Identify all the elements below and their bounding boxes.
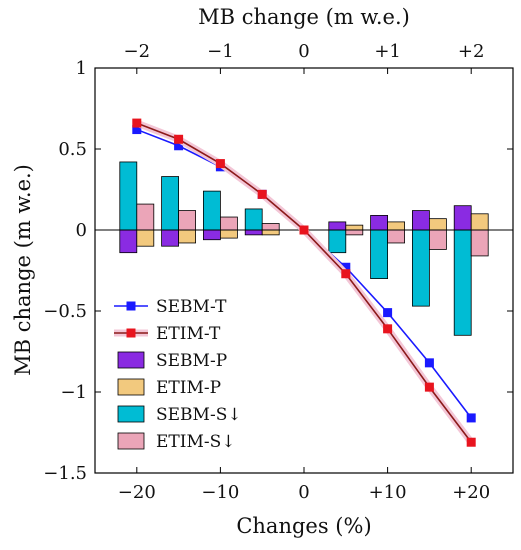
point-etim-t — [424, 382, 434, 392]
y-tick-label: −1.5 — [43, 463, 87, 484]
x2-tick-label: +2 — [458, 41, 485, 62]
point-etim-t — [215, 159, 225, 169]
point-etim-t — [257, 189, 267, 199]
bar-sebm-p — [202, 229, 221, 241]
point-etim-t — [299, 225, 309, 235]
x-axis-title: Changes (%) — [236, 514, 371, 538]
bars-front-layer — [119, 205, 489, 254]
x2-axis-title: MB change (m w.e.) — [198, 5, 410, 29]
bar-sebm-p — [161, 229, 180, 247]
legend-label-sebm-s: SEBM-S↓ — [156, 405, 242, 425]
y-tick-label: −0.5 — [43, 301, 87, 322]
bar-etim-p — [345, 224, 364, 231]
legend: SEBM-T ETIM-T SEBM-P ETIM-P SEBM-S↓ ETIM-S↓ — [114, 297, 242, 452]
y-tick-label: 0 — [76, 220, 87, 241]
bar-etim-p — [470, 213, 489, 231]
point-etim-t — [383, 324, 393, 334]
legend-label-sebm-p: SEBM-P — [156, 351, 227, 371]
x2-tick-label: −2 — [124, 41, 151, 62]
bar-sebm-s — [453, 229, 472, 336]
x2-tick-label: 0 — [298, 41, 309, 62]
bar-etim-s — [470, 229, 489, 257]
bar-etim-s — [345, 229, 364, 236]
bar-sebm-s — [161, 176, 180, 231]
bar-etim-p — [261, 229, 280, 236]
legend-marker-sebm-t — [126, 301, 136, 311]
bar-etim-p — [219, 229, 238, 239]
bar-etim-p — [387, 221, 406, 231]
bar-sebm-p — [328, 221, 347, 231]
bar-sebm-p — [119, 229, 138, 254]
x-tick-label: +10 — [369, 482, 407, 503]
bar-etim-s — [219, 216, 238, 231]
bar-etim-p — [428, 218, 447, 231]
y-tick-label: 0.5 — [58, 139, 87, 160]
bar-etim-s — [387, 229, 406, 244]
legend-swatch-sebm-p — [117, 351, 145, 369]
legend-label-etim-t: ETIM-T — [156, 324, 221, 344]
point-sebm-t — [341, 262, 351, 272]
legend-swatch-etim-p — [117, 378, 145, 396]
point-sebm-t — [132, 125, 142, 135]
point-sebm-t — [466, 413, 476, 423]
legend-marker-etim-t — [126, 328, 136, 338]
point-etim-t — [174, 134, 184, 144]
x-tick-label: +20 — [452, 482, 490, 503]
bar-sebm-p — [453, 205, 472, 231]
bar-sebm-p — [244, 229, 263, 236]
bar-etim-s — [428, 229, 447, 250]
point-sebm-t — [383, 308, 393, 318]
point-etim-t — [341, 269, 351, 279]
bar-sebm-p — [411, 210, 430, 231]
bar-sebm-s — [202, 190, 221, 231]
bar-sebm-s — [119, 161, 138, 231]
line-series-layer — [132, 118, 476, 447]
bar-etim-s — [178, 210, 197, 231]
x2-tick-label: +1 — [374, 41, 401, 62]
point-sebm-t — [174, 141, 184, 151]
y-tick-label: 1 — [76, 58, 87, 79]
point-etim-t — [466, 437, 476, 447]
x2-tick-label: −1 — [207, 41, 234, 62]
legend-label-sebm-t: SEBM-T — [156, 297, 227, 317]
x-tick-label: 0 — [298, 482, 309, 503]
bar-sebm-s — [328, 229, 347, 254]
bar-etim-s — [261, 223, 280, 231]
bar-sebm-s — [411, 229, 430, 307]
legend-label-etim-s: ETIM-S↓ — [156, 432, 236, 452]
bar-sebm-s — [370, 229, 389, 279]
x-tick-label: −20 — [118, 482, 156, 503]
bar-etim-p — [178, 229, 197, 244]
bars-back-layer — [119, 161, 489, 336]
ticks-layer: 10.50−0.5−1−1.5−20 −10 0 +10 +20−2 −1 0 +1 +2 — [43, 41, 513, 503]
bar-etim-s — [136, 203, 155, 231]
bar-etim-p — [136, 229, 155, 247]
point-etim-t — [132, 118, 142, 128]
bar-sebm-s — [244, 208, 263, 231]
x-tick-label: −10 — [201, 482, 239, 503]
point-sebm-t — [424, 358, 434, 368]
legend-label-etim-p: ETIM-P — [156, 378, 221, 398]
y-tick-label: −1 — [60, 382, 87, 403]
y-axis-title: MB change (m w.e.) — [11, 164, 35, 376]
bar-sebm-p — [370, 215, 389, 231]
legend-swatch-sebm-s — [117, 405, 145, 423]
legend-swatch-etim-s — [117, 432, 145, 450]
